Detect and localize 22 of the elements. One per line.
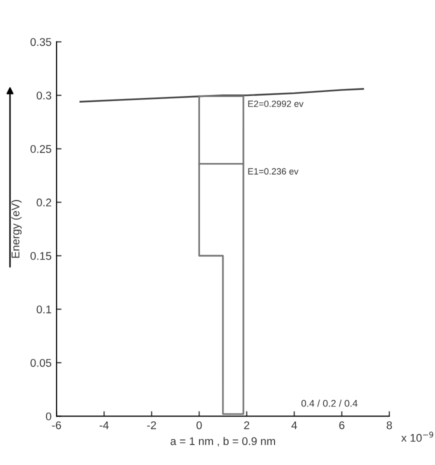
x-tick-label: 6 bbox=[339, 421, 344, 430]
x-tick-label: 0 bbox=[196, 421, 202, 430]
x-tick-label: -6 bbox=[52, 421, 61, 430]
annotation: E2=0.2992 ev bbox=[248, 100, 304, 107]
x-tick-label: 4 bbox=[291, 421, 298, 430]
x-tick-label: -4 bbox=[100, 421, 109, 430]
x-tick-label: 2 bbox=[244, 421, 250, 430]
annotation: 0.4 / 0.2 / 0.4 bbox=[301, 400, 358, 407]
x-tick-label: -2 bbox=[147, 421, 156, 430]
x-tick-label: 8 bbox=[386, 421, 392, 430]
y-tick-label: 0.2 bbox=[36, 198, 52, 206]
y-tick-label: 0.35 bbox=[30, 38, 52, 46]
y-tick-label: 0.1 bbox=[36, 305, 52, 314]
y-tick-label: 0.05 bbox=[30, 358, 52, 367]
annotation: E1=0.236 ev bbox=[248, 168, 298, 175]
text: x 10$^{−9}$ bbox=[401, 432, 434, 442]
x-axis-title: a = 1 nm , b = 0.9 nm bbox=[170, 436, 276, 446]
y-tick-label: 0 bbox=[46, 412, 52, 420]
y-axis-title: Energy (eV) bbox=[11, 200, 22, 258]
y-tick-label: 0.15 bbox=[30, 252, 52, 260]
y-tick-label: 0.3 bbox=[36, 92, 52, 100]
y-tick-label: 0.25 bbox=[30, 145, 52, 153]
